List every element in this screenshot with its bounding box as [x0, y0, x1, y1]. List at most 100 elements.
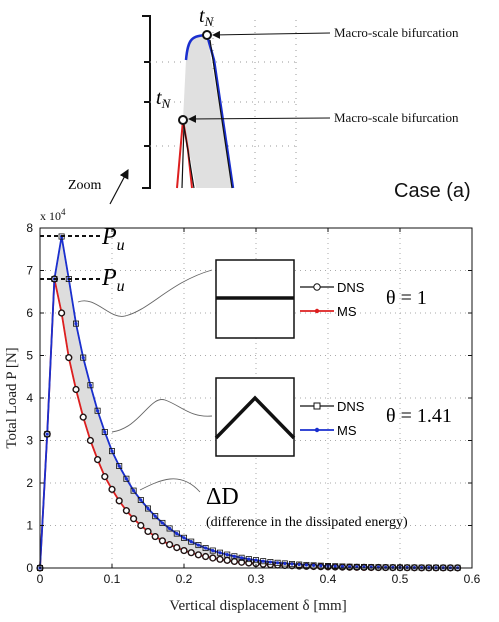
point-dns-theta141 — [209, 547, 216, 554]
point-ms-theta141 — [103, 430, 107, 434]
point-dns-theta141 — [188, 538, 195, 545]
point-ms-theta141 — [333, 564, 337, 568]
svg-text:x 104: x 104 — [40, 207, 66, 223]
point-dns-theta141 — [267, 559, 274, 566]
point-ms-theta141 — [211, 548, 215, 553]
point-ms-theta141 — [153, 514, 157, 518]
y-tick-label: 8 — [26, 221, 33, 235]
point-dns-theta141 — [368, 564, 375, 571]
y-tick-label: 6 — [26, 306, 33, 320]
legend-ms-blue-marker — [314, 427, 320, 433]
point-ms-theta141 — [182, 536, 186, 540]
point-dns-theta141 — [137, 496, 144, 503]
inset-dns-rise — [181, 124, 185, 189]
bifurcation-pointer-bottom — [188, 114, 331, 123]
chart-axes: 0 0.1 0.2 0.3 0.4 0.5 0.6 0 1 2 3 4 5 6 7 8 — [26, 221, 480, 586]
svg-text:Pu: Pu — [101, 224, 125, 254]
point-dns-theta141 — [180, 534, 187, 541]
point-ms-theta141 — [247, 557, 251, 561]
pu-sub-top: u — [117, 237, 125, 254]
point-ms-theta141 — [348, 565, 352, 569]
point-ms-theta141 — [81, 356, 85, 360]
y-tick-label: 7 — [26, 264, 33, 278]
point-dns-theta1 — [159, 537, 166, 544]
leader-theta141 — [111, 399, 213, 433]
point-dns-theta141 — [274, 559, 281, 566]
point-dns-theta141 — [238, 554, 245, 561]
point-dns-theta141 — [73, 320, 80, 327]
y-tick-label: 5 — [26, 349, 33, 363]
point-dns-theta141 — [389, 564, 396, 571]
point-ms-theta141 — [232, 554, 236, 558]
point-dns-theta141 — [353, 563, 360, 570]
y-tick-label: 2 — [26, 476, 33, 490]
point-dns-theta1 — [80, 414, 87, 421]
x-tick-label: 0.2 — [176, 572, 193, 586]
point-ms-theta141 — [189, 540, 193, 544]
point-dns-theta1 — [195, 551, 202, 558]
point-ms-theta141 — [117, 464, 121, 468]
theta1-label: θ = 1 — [386, 287, 427, 309]
point-dns-theta1 — [94, 456, 101, 463]
point-dns-theta141 — [144, 505, 151, 512]
tN-label-bottom: t — [156, 87, 162, 109]
x-axis-label: Vertical displacement δ [mm] — [169, 598, 346, 614]
legend-ms-theta141: MS — [337, 423, 357, 438]
tN-sub-top: N — [204, 14, 215, 29]
y-tick-label: 1 — [26, 519, 33, 533]
point-dns-theta1 — [109, 486, 116, 493]
y-tick-label: 3 — [26, 434, 33, 448]
y-axis-label: Total Load P [N] — [4, 347, 20, 448]
svg-text:tN: tN — [199, 5, 215, 29]
legend-dns-circle-marker — [313, 283, 321, 291]
point-dns-theta141 — [346, 563, 353, 570]
point-dns-theta1 — [245, 559, 252, 566]
point-ms-theta141 — [146, 506, 150, 511]
bifurcation-label-top: Macro-scale bifurcation — [334, 25, 459, 40]
point-dns-theta1 — [231, 558, 238, 565]
x-tick-label: 0.4 — [320, 572, 337, 586]
point-ms-theta141 — [124, 477, 128, 481]
point-ms-theta141 — [218, 551, 222, 555]
point-ms-theta141 — [304, 563, 308, 567]
point-dns-theta141 — [123, 475, 130, 482]
x-tick-label: 0.6 — [464, 572, 481, 586]
peak-load-annotations: Pu Pu — [40, 224, 125, 295]
point-dns-theta141 — [94, 407, 101, 414]
point-dns-theta141 — [260, 558, 267, 565]
tN-label-top: t — [199, 5, 205, 27]
leader-theta1 — [77, 269, 213, 317]
bifurcation-pointer-top — [212, 30, 331, 39]
pu-label-top: P — [101, 224, 117, 250]
point-dns-theta1 — [73, 386, 80, 393]
point-dns-theta1 — [58, 309, 65, 316]
point-ms-theta141 — [132, 489, 136, 493]
point-dns-theta1 — [188, 549, 195, 556]
point-dns-theta1 — [144, 528, 151, 535]
point-ms-theta141 — [391, 565, 395, 570]
y-tick-label: 4 — [26, 391, 33, 405]
point-dns-theta1 — [224, 557, 231, 564]
inset-dissipation-area — [183, 35, 233, 188]
point-ms-theta141 — [319, 564, 323, 568]
point-dns-theta1 — [130, 515, 137, 522]
point-dns-theta141 — [166, 525, 173, 532]
point-ms-theta141 — [261, 559, 265, 563]
specimen-theta1 — [215, 259, 295, 339]
point-dns-theta141 — [382, 564, 389, 571]
point-ms-theta141 — [175, 531, 179, 536]
point-ms-theta141 — [96, 409, 100, 413]
point-ms-theta141 — [340, 564, 344, 569]
point-dns-theta141 — [87, 382, 94, 389]
y-multiplier-power: 4 — [61, 207, 66, 217]
point-dns-theta1 — [152, 533, 159, 540]
svg-text:Pu: Pu — [101, 265, 125, 295]
y-tick-label: 0 — [26, 561, 33, 575]
x-tick-label: 0.1 — [104, 572, 121, 586]
point-ms-theta141 — [290, 562, 294, 566]
delta-d-label: ΔD — [206, 484, 239, 510]
point-dns-theta1 — [209, 555, 216, 562]
point-dns-theta141 — [296, 561, 303, 568]
point-ms-theta141 — [283, 561, 287, 566]
